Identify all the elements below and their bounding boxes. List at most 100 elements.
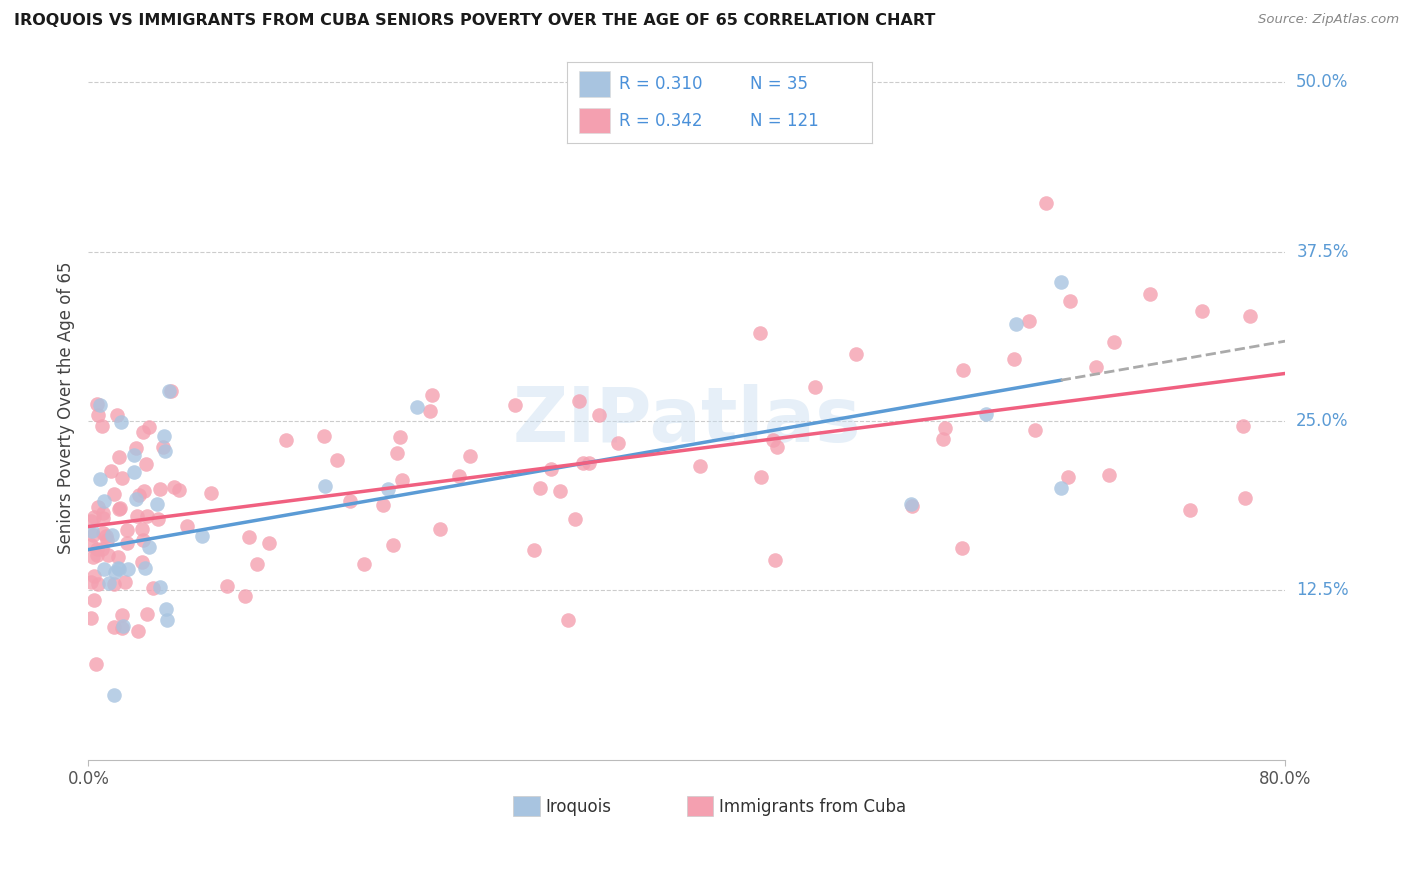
Point bbox=[762, 433, 785, 447]
Point bbox=[125, 491, 148, 506]
Point bbox=[190, 529, 212, 543]
Point bbox=[557, 613, 579, 627]
Point bbox=[149, 483, 172, 497]
Point bbox=[122, 449, 145, 463]
Point bbox=[934, 421, 956, 435]
Point bbox=[111, 607, 134, 622]
Point bbox=[148, 512, 170, 526]
Point bbox=[1191, 303, 1213, 318]
Point bbox=[326, 452, 349, 467]
Point bbox=[83, 569, 105, 583]
Point bbox=[122, 465, 145, 479]
Point bbox=[83, 592, 105, 607]
Point bbox=[1059, 294, 1081, 309]
Point bbox=[107, 561, 129, 575]
Point bbox=[1097, 467, 1119, 482]
Point bbox=[108, 450, 131, 464]
Text: 50.0%: 50.0% bbox=[1296, 73, 1348, 91]
Bar bbox=[686, 797, 713, 816]
Point bbox=[80, 538, 103, 552]
Point bbox=[93, 562, 115, 576]
Point bbox=[1002, 352, 1025, 367]
Point bbox=[548, 483, 571, 498]
Point bbox=[845, 347, 868, 361]
Point bbox=[107, 549, 129, 564]
Point bbox=[136, 509, 159, 524]
Point bbox=[149, 580, 172, 594]
Point bbox=[86, 541, 108, 556]
Point bbox=[588, 408, 610, 422]
Point bbox=[146, 497, 169, 511]
Point bbox=[607, 436, 630, 450]
Point bbox=[1057, 470, 1080, 484]
Point bbox=[163, 480, 186, 494]
Point bbox=[420, 388, 443, 402]
Text: IROQUOIS VS IMMIGRANTS FROM CUBA SENIORS POVERTY OVER THE AGE OF 65 CORRELATION : IROQUOIS VS IMMIGRANTS FROM CUBA SENIORS… bbox=[14, 13, 935, 29]
Point bbox=[142, 581, 165, 595]
Point bbox=[763, 553, 786, 567]
Point bbox=[103, 620, 125, 634]
Point bbox=[87, 500, 110, 515]
Point bbox=[1049, 481, 1071, 495]
Point bbox=[115, 536, 138, 550]
Y-axis label: Seniors Poverty Over the Age of 65: Seniors Poverty Over the Age of 65 bbox=[58, 261, 75, 554]
Point bbox=[80, 574, 103, 589]
Point bbox=[131, 522, 153, 536]
Point bbox=[135, 457, 157, 471]
Point bbox=[104, 566, 127, 580]
Point bbox=[82, 528, 104, 542]
Point bbox=[103, 576, 125, 591]
Point bbox=[1139, 287, 1161, 301]
Point bbox=[1232, 419, 1254, 434]
Text: ZIPatlas: ZIPatlas bbox=[512, 384, 860, 458]
Point bbox=[246, 557, 269, 571]
Point bbox=[373, 498, 395, 512]
Text: Immigrants from Cuba: Immigrants from Cuba bbox=[718, 797, 905, 816]
Point bbox=[128, 488, 150, 502]
Point bbox=[1004, 317, 1026, 331]
Point bbox=[86, 657, 108, 671]
Point bbox=[159, 384, 181, 398]
Point bbox=[578, 456, 600, 470]
Point bbox=[155, 601, 177, 615]
Point bbox=[748, 326, 770, 341]
Point bbox=[901, 499, 924, 513]
Point bbox=[117, 523, 139, 537]
Point bbox=[111, 621, 134, 635]
Point bbox=[134, 561, 156, 575]
Point bbox=[127, 508, 149, 523]
Point bbox=[568, 394, 591, 409]
Point bbox=[90, 419, 112, 434]
Point bbox=[125, 442, 148, 456]
Point bbox=[749, 470, 772, 484]
Point bbox=[952, 363, 974, 377]
Point bbox=[87, 408, 110, 422]
Point bbox=[503, 399, 526, 413]
Point bbox=[82, 549, 104, 564]
Point bbox=[89, 398, 111, 412]
Point bbox=[406, 401, 429, 415]
Text: 25.0%: 25.0% bbox=[1296, 412, 1348, 430]
Point bbox=[1024, 423, 1046, 437]
Point bbox=[93, 493, 115, 508]
Point bbox=[447, 469, 470, 483]
Point bbox=[381, 538, 404, 552]
Point bbox=[339, 494, 361, 508]
Point bbox=[155, 613, 177, 627]
Point bbox=[200, 485, 222, 500]
Point bbox=[377, 483, 399, 497]
Point bbox=[135, 607, 157, 621]
Point bbox=[312, 429, 335, 443]
Point bbox=[117, 561, 139, 575]
Point bbox=[80, 610, 103, 624]
Point bbox=[90, 542, 112, 557]
Point bbox=[238, 530, 260, 544]
Point bbox=[89, 472, 111, 486]
Point bbox=[1239, 309, 1261, 323]
Point bbox=[1084, 359, 1107, 374]
Point bbox=[153, 428, 176, 442]
Point bbox=[91, 506, 114, 520]
Point bbox=[105, 408, 128, 422]
Point bbox=[152, 440, 174, 454]
Point bbox=[276, 433, 298, 447]
